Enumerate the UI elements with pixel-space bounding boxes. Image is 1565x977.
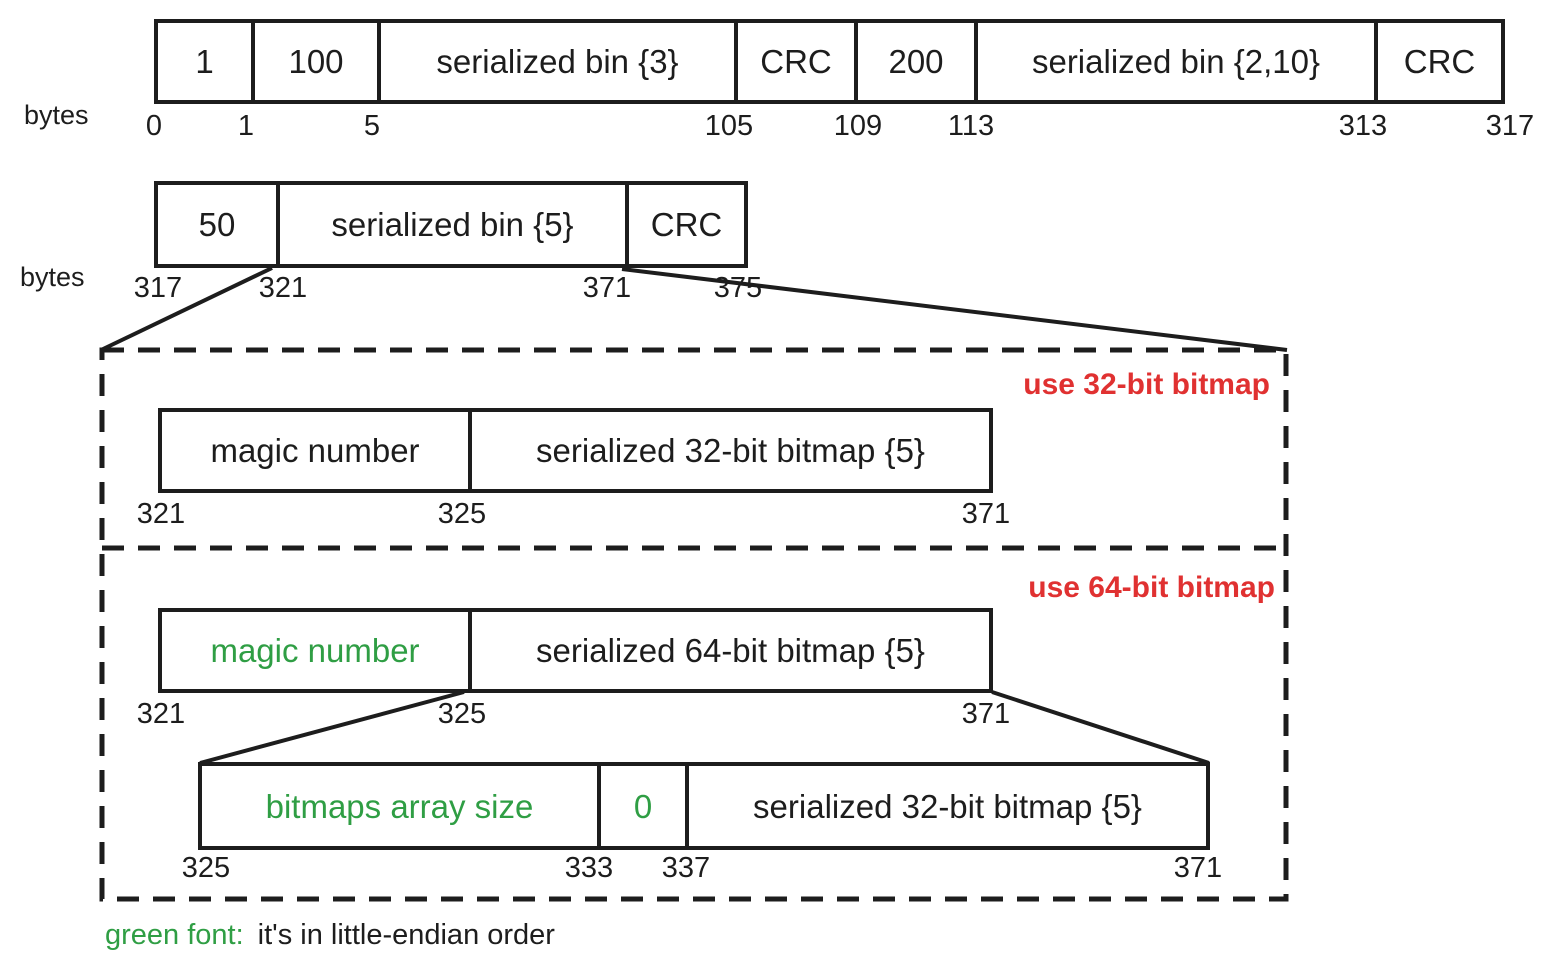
byte-offset: 371 [961,698,1011,730]
field-crc-2: CRC [1374,23,1501,100]
field-serialized-bin-3: serialized bin {3} [377,23,734,100]
byte-row-64bit-bitmap: magic number serialized 64-bit bitmap {5… [158,608,993,693]
field-serialized-32bit-bitmap-detail: serialized 32-bit bitmap {5} [685,766,1206,846]
byte-row-32bit-bitmap: magic number serialized 32-bit bitmap {5… [158,408,993,493]
byte-offset: 321 [136,698,186,730]
byte-offset: 113 [947,110,995,142]
annotation-use-32bit-bitmap: use 32-bit bitmap [1023,368,1270,401]
byte-offset: 321 [258,272,308,304]
field-size-50: 50 [198,206,236,243]
field-serialized-bin-5: serialized bin {5} [276,185,625,264]
byte-offset: 317 [133,272,183,304]
field-magic-number-64: magic number [210,632,420,669]
byte-offset: 321 [136,498,186,530]
byte-offset: 109 [833,110,883,142]
byte-offset: 325 [437,698,487,730]
byte-row-64bit-payload-detail: bitmaps array size 0 serialized 32-bit b… [198,762,1210,850]
bytes-axis-label-top: bytes [24,100,89,130]
field-size-100: 100 [251,23,377,100]
zoom-connector-left [100,266,273,352]
byte-offset: 1 [237,110,255,142]
byte-offset: 337 [661,852,711,884]
field-count-1: 1 [195,43,214,80]
field-zero: 0 [597,766,685,846]
annotation-use-64bit-bitmap: use 64-bit bitmap [1028,571,1275,604]
bytes-axis-label-mid: bytes [20,262,85,292]
byte-offset: 0 [145,110,163,142]
byte-offset: 333 [564,852,614,884]
field-magic-number-32: magic number [210,432,420,469]
detail-connector-right [991,690,1210,765]
field-crc-3: CRC [625,185,744,264]
byte-offset: 371 [1173,852,1223,884]
byte-offset: 5 [363,110,381,142]
legend: green font: it's in little-endian order [105,918,555,953]
byte-offset: 375 [713,272,763,304]
field-serialized-64bit-bitmap: serialized 64-bit bitmap {5} [468,612,989,689]
field-crc-1: CRC [734,23,854,100]
byte-offset: 317 [1485,110,1535,142]
legend-text: it's in little-endian order [257,919,555,951]
byte-row-bin5-record: 50 serialized bin {5} CRC [154,181,748,268]
field-serialized-bin-2-10: serialized bin {2,10} [974,23,1374,100]
byte-offset: 325 [181,852,231,884]
byte-offset: 325 [437,498,487,530]
byte-offset: 371 [961,498,1011,530]
byte-row-file-header: 1 100 serialized bin {3} CRC 200 seriali… [154,19,1505,104]
field-bitmaps-array-size: bitmaps array size [265,787,534,825]
byte-offset: 105 [704,110,754,142]
field-size-200: 200 [854,23,974,100]
byte-offset: 371 [582,272,632,304]
legend-green-font-label: green font: [105,919,244,951]
detail-connector-left [199,690,465,765]
field-serialized-32bit-bitmap: serialized 32-bit bitmap {5} [468,412,989,489]
byte-offset: 313 [1338,110,1388,142]
